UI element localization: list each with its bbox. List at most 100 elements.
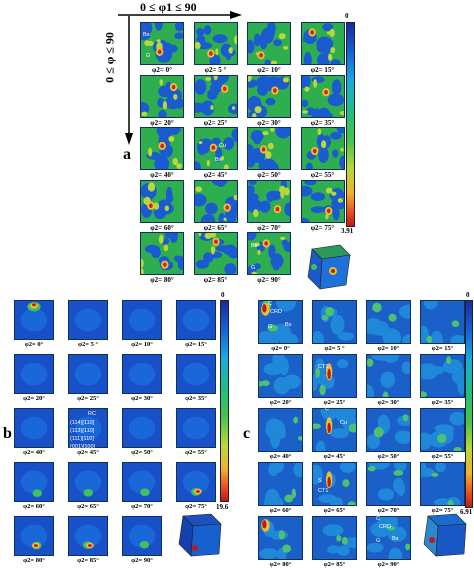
odf-section-tile <box>300 22 345 65</box>
odf-section-tile <box>68 300 108 340</box>
odf-section-tile <box>366 408 411 452</box>
texture-annotation: RC <box>88 411 96 417</box>
texture-annotation: Bs <box>251 243 258 249</box>
odf-section-tile <box>176 354 216 394</box>
odf-section-tile <box>300 179 345 223</box>
colorbar-c <box>465 300 473 508</box>
texture-annotation: S <box>318 478 322 484</box>
phi2-section-label: φ2= 5 ° <box>77 341 99 348</box>
odf-section-tile <box>247 232 291 275</box>
odf-section-tile <box>14 354 54 394</box>
phi2-section-label: φ2= 80° <box>150 276 174 284</box>
phi2-section-label: φ2= 85° <box>323 561 346 568</box>
phi2-section-label: φ2= 35° <box>431 399 454 406</box>
phi2-section-label: φ2= 10° <box>257 66 281 74</box>
odf-section-tile <box>366 462 411 506</box>
odf-section-tile <box>300 127 345 170</box>
odf-section-tile <box>176 408 216 448</box>
panel-letter-b: b <box>3 425 12 442</box>
texture-annotation: CRD <box>379 524 391 530</box>
odf-section-tile <box>258 300 303 344</box>
odf-section-tile <box>14 300 54 340</box>
odf-section-tile <box>247 74 291 118</box>
odf-section-tile <box>122 354 162 394</box>
texture-annotation: CRD <box>270 309 282 315</box>
colorbar-a <box>346 22 355 227</box>
phi2-section-label: φ2= 30° <box>131 395 153 402</box>
phi2-section-label: φ2= 0° <box>152 66 172 74</box>
phi2-section-label: φ2= 80° <box>23 557 45 564</box>
phi2-section-label: φ2= 15° <box>310 66 335 74</box>
phi2-section-label: φ2= 55° <box>431 453 454 460</box>
phi2-section-label: φ2= 65° <box>323 507 346 514</box>
texture-annotation: CT1 <box>318 364 329 370</box>
phi2-section-label: φ2= 40° <box>23 449 45 456</box>
texture-annotation: Cu <box>219 143 227 149</box>
texture-annotation: C <box>268 301 272 307</box>
texture-annotation: G <box>146 53 151 59</box>
odf-section-tile <box>420 300 465 344</box>
phi2-section-label: φ2= 70° <box>257 223 281 232</box>
cube-3d-icon-b <box>178 513 222 557</box>
texture-annotation: Bs <box>392 536 399 542</box>
odf-section-tile <box>193 22 238 65</box>
phi2-section-label: φ2= 35° <box>185 395 207 402</box>
phi2-section-label: φ2= 20° <box>23 395 45 402</box>
phi2-section-label: φ2= 0° <box>271 345 290 352</box>
phi2-section-label: φ2= 85° <box>77 557 99 564</box>
odf-section-tile <box>140 179 184 223</box>
phi2-section-label: φ2= 90° <box>377 561 400 568</box>
texture-annotation: (113)[110] <box>70 428 95 434</box>
phi2-section-label: φ2= 30° <box>377 399 400 406</box>
texture-annotation: G <box>376 538 381 544</box>
texture-annotation: Cu <box>340 420 348 426</box>
odf-section-tile <box>14 408 54 448</box>
odf-panel-b: φ2= 0° φ2= 5 ° φ2= 10° φ2= 15° φ2= 20° φ2= 25… <box>14 300 216 564</box>
odf-section-tile <box>140 127 184 170</box>
texture-annotation: G <box>268 324 273 330</box>
odf-section-tile <box>68 408 108 448</box>
phi2-section-label: φ2= 45° <box>203 171 228 179</box>
texture-annotation: (001)[100] <box>70 444 96 450</box>
colorbar-a-min: 0 <box>345 12 349 20</box>
texture-annotation: (114)[110] <box>70 420 95 426</box>
odf-section-tile <box>247 179 291 223</box>
phi2-section-label: φ2= 90° <box>257 276 281 284</box>
phi2-section-label: φ2= 70° <box>131 503 153 510</box>
odf-section-tile <box>176 462 216 502</box>
phi2-section-label: φ2= 75° <box>310 223 335 232</box>
odf-section-tile <box>193 179 238 223</box>
phi2-section-label: φ2= 25° <box>203 118 228 127</box>
texture-annotation: (111)[110] <box>70 436 94 442</box>
phi2-section-label: φ2= 45° <box>323 453 346 460</box>
phi2-section-label: φ2= 20° <box>269 399 292 406</box>
phi2-section-label: φ2= 65° <box>203 223 228 232</box>
colorbar-c-max: 6.91 <box>460 508 473 516</box>
phi2-section-label: φ2= 20° <box>150 118 174 127</box>
texture-annotation: C <box>325 406 329 412</box>
odf-section-tile <box>122 462 162 502</box>
odf-section-tile <box>176 300 216 340</box>
phi2-section-label: φ2= 35° <box>310 118 335 127</box>
odf-section-tile <box>312 408 357 452</box>
phi2-section-label: φ2= 40° <box>150 171 174 179</box>
phi2-section-label: φ2= 85° <box>203 276 228 284</box>
phi2-section-label: φ2= 30° <box>257 118 281 127</box>
phi2-section-label: φ2= 45° <box>77 449 99 456</box>
colorbar-b-min: 0 <box>221 291 225 299</box>
colorbar-a-max: 3.91 <box>341 227 354 235</box>
odf-section-tile <box>68 462 108 502</box>
odf-section-tile <box>193 232 238 275</box>
phi2-section-label: φ2= 5 ° <box>204 66 227 74</box>
odf-section-tile <box>366 516 411 560</box>
odf-section-tile <box>312 300 357 344</box>
odf-section-tile <box>68 354 108 394</box>
odf-section-tile <box>193 74 238 118</box>
phi2-section-label: φ2= 10° <box>377 345 400 352</box>
texture-annotation: Bs <box>143 32 150 38</box>
phi2-section-label: φ2= 50° <box>377 453 400 460</box>
odf-section-tile <box>140 22 184 65</box>
odf-section-tile <box>258 408 303 452</box>
colorbar-b <box>220 300 229 502</box>
odf-section-tile <box>258 462 303 506</box>
